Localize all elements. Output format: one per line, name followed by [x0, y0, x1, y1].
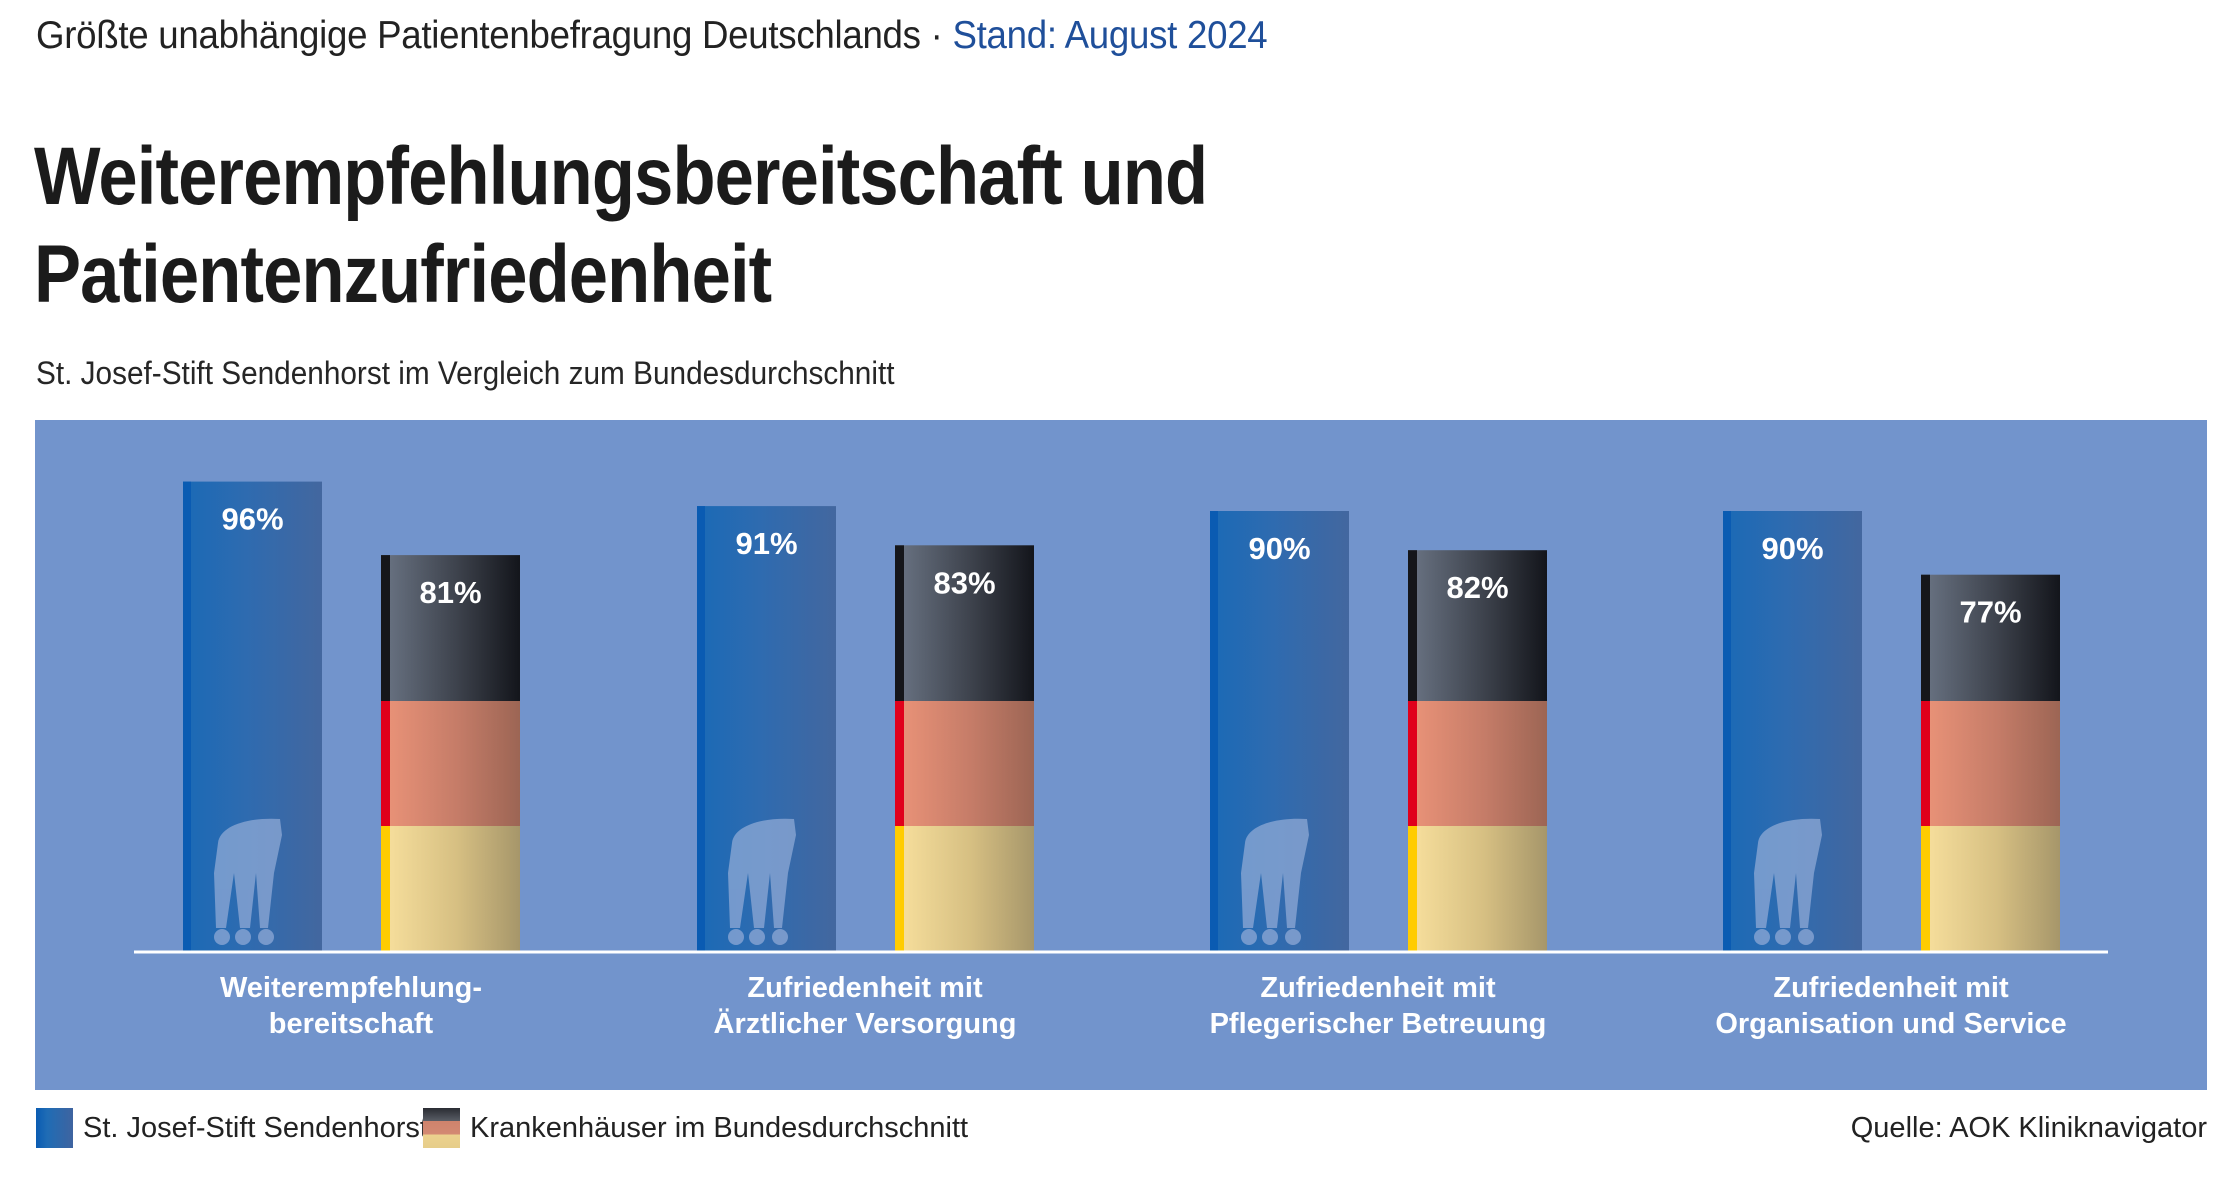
title-line-2: Patientenzufriedenheit — [34, 229, 772, 320]
value-label-hospital: 90% — [1761, 531, 1823, 566]
category-label-line: Ärztlicher Versorgung — [713, 1008, 1017, 1040]
bar-national-red-stripe — [1921, 701, 1930, 826]
category-label-line: Zufriedenheit mit — [1773, 972, 2009, 1004]
bar-national-red-segment — [1921, 701, 2060, 826]
legend-item-hospital: St. Josef-Stift Sendenhorst — [36, 1108, 428, 1148]
legend-item-national-average: Krankenhäuser im Bundesdurchschnitt — [423, 1108, 968, 1148]
blue-swatch-icon — [36, 1108, 73, 1148]
german-flag-swatch-icon — [423, 1108, 460, 1148]
bar-national-gold-segment — [381, 826, 520, 952]
bar-national-black-segment — [895, 545, 1034, 701]
category-label-line: Organisation und Service — [1715, 1008, 2067, 1040]
bar-national-black-stripe — [895, 545, 904, 701]
category-label: Zufriedenheit mit Pflegerischer Betreuung — [1168, 970, 1588, 1042]
category-label-line: bereitschaft — [268, 1008, 434, 1040]
value-label-national: 82% — [1446, 570, 1508, 605]
value-label-national: 83% — [933, 565, 995, 600]
category-label: Zufriedenheit mit Ärztlicher Versorgung — [655, 970, 1075, 1042]
bar-national-gold-segment — [895, 826, 1034, 952]
bar-national-gold-segment — [1921, 826, 2060, 952]
kicker-text: Größte unabhängige Patientenbefragung De… — [36, 14, 953, 57]
bar-national-red-stripe — [1408, 701, 1417, 826]
bar-hospital-edge — [1210, 511, 1218, 952]
bar-hospital-edge — [1723, 511, 1731, 952]
page-title: Weiterempfehlungsbereitschaft und Patien… — [34, 128, 1208, 324]
bar-national-red-segment — [895, 701, 1034, 826]
subtitle: St. Josef-Stift Sendenhorst im Vergleich… — [36, 355, 895, 391]
bar-national-gold-segment — [1408, 826, 1547, 952]
category-label: Zufriedenheit mit Organisation und Servic… — [1681, 970, 2101, 1042]
legend-label-national-average: Krankenhäuser im Bundesdurchschnitt — [470, 1111, 969, 1144]
bar-national-black-stripe — [1408, 550, 1417, 701]
bar-national-gold-stripe — [1408, 826, 1417, 952]
bar-national-black-stripe — [381, 555, 390, 701]
bar-national-red-stripe — [381, 701, 390, 826]
bar-national-red-stripe — [895, 701, 904, 826]
value-label-hospital: 91% — [735, 526, 797, 561]
bar-national-gold-stripe — [1921, 826, 1930, 952]
bar-national-black-stripe — [1921, 574, 1930, 701]
bar-hospital-edge — [183, 481, 191, 952]
value-label-national: 81% — [419, 575, 481, 610]
bar-national-gold-stripe — [381, 826, 390, 952]
bar-national-red-segment — [1408, 701, 1547, 826]
value-label-national: 77% — [1959, 595, 2021, 630]
kicker-date: Stand: August 2024 — [952, 14, 1268, 57]
bar-hospital-edge — [697, 506, 705, 952]
bar-national-black-segment — [1408, 550, 1547, 701]
category-label-line: Zufriedenheit mit — [747, 972, 983, 1004]
bar-national-black-segment — [1921, 574, 2060, 701]
category-label-line: Weiterempfehlung- — [219, 972, 483, 1004]
bar-national-black-segment — [381, 555, 520, 701]
clinic-logo-watermark-icon — [728, 818, 796, 945]
kicker-line: Größte unabhängige Patientenbefragung De… — [36, 14, 1268, 58]
value-label-hospital: 90% — [1248, 531, 1310, 566]
category-label-line: Zufriedenheit mit — [1260, 972, 1496, 1004]
source-note: Quelle: AOK Kliniknavigator — [1850, 1112, 2207, 1144]
bar-national-red-segment — [381, 701, 520, 826]
clinic-logo-watermark-icon — [1754, 818, 1822, 945]
bar-national-gold-stripe — [895, 826, 904, 952]
title-line-1: Weiterempfehlungsbereitschaft und — [34, 131, 1208, 222]
value-label-hospital: 96% — [221, 502, 283, 537]
clinic-logo-watermark-icon — [214, 818, 282, 945]
category-label: Weiterempfehlung-bereitschaft — [141, 970, 561, 1042]
category-label-line: Pflegerischer Betreuung — [1209, 1008, 1547, 1040]
legend-label-hospital: St. Josef-Stift Sendenhorst — [83, 1111, 428, 1144]
clinic-logo-watermark-icon — [1241, 818, 1309, 945]
